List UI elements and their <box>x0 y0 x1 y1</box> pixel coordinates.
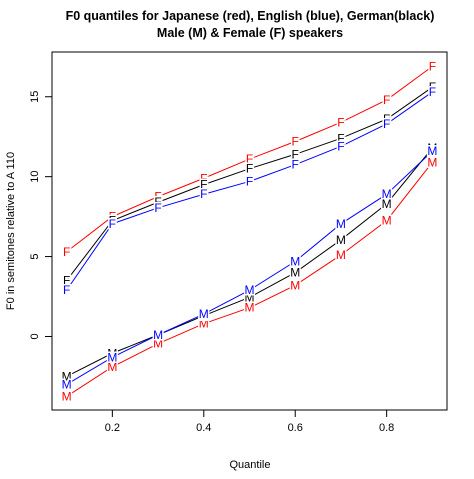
point-marker: F <box>292 158 299 172</box>
point-marker: F <box>337 115 344 129</box>
series-line <box>66 147 433 377</box>
point-marker: M <box>427 144 437 158</box>
point-marker: M <box>107 350 117 364</box>
point-marker: F <box>429 80 436 94</box>
point-marker: M <box>62 389 72 403</box>
point-marker: F <box>429 85 436 99</box>
point-marker: F <box>246 162 253 176</box>
y-tick-label: 10 <box>29 171 41 183</box>
point-marker: F <box>63 283 70 297</box>
point-marker: F <box>200 171 207 185</box>
point-marker: M <box>62 377 72 391</box>
y-tick-label: 5 <box>29 254 41 260</box>
point-marker: M <box>336 248 346 262</box>
point-marker: M <box>290 254 300 268</box>
series-line <box>66 86 433 281</box>
point-marker: F <box>109 210 116 224</box>
point-marker: M <box>336 233 346 247</box>
point-marker: M <box>336 217 346 231</box>
point-marker: M <box>245 290 255 304</box>
x-tick-label: 0.6 <box>288 422 303 434</box>
point-marker: F <box>154 195 161 209</box>
point-marker: M <box>382 187 392 201</box>
point-marker: F <box>292 135 299 149</box>
x-tick-label: 0.2 <box>105 422 120 434</box>
series-line <box>66 91 433 291</box>
point-marker: M <box>427 155 437 169</box>
series-line <box>66 65 433 253</box>
point-marker: M <box>107 346 117 360</box>
point-marker: M <box>290 266 300 280</box>
point-marker: M <box>245 301 255 315</box>
point-marker: M <box>290 278 300 292</box>
point-marker: F <box>200 178 207 192</box>
point-marker: F <box>246 152 253 166</box>
point-marker: F <box>200 187 207 201</box>
point-marker: F <box>63 274 70 288</box>
point-marker: F <box>337 131 344 145</box>
point-marker: F <box>109 214 116 228</box>
point-marker: F <box>429 59 436 73</box>
x-tick-label: 0.4 <box>196 422 211 434</box>
point-marker: F <box>246 174 253 188</box>
point-marker: M <box>62 369 72 383</box>
point-marker: M <box>107 360 117 374</box>
point-marker: M <box>382 197 392 211</box>
chart-title-line: F0 quantiles for Japanese (red), English… <box>66 9 435 23</box>
x-axis-label: Quantile <box>230 459 271 471</box>
y-tick-label: 15 <box>29 91 41 103</box>
x-tick-label: 0.8 <box>379 422 394 434</box>
point-marker: F <box>292 147 299 161</box>
point-marker: M <box>427 141 437 155</box>
point-marker: F <box>383 93 390 107</box>
y-axis-label: F0 in semitones relative to A 110 <box>5 152 17 310</box>
point-marker: M <box>245 283 255 297</box>
y-tick-label: 0 <box>29 333 41 339</box>
series-line <box>66 150 433 385</box>
point-marker: M <box>382 214 392 228</box>
point-marker: M <box>153 337 163 351</box>
point-marker: M <box>153 328 163 342</box>
point-marker: F <box>337 139 344 153</box>
point-marker: M <box>199 317 209 331</box>
chart-title-line: Male (M) & Female (F) speakers <box>157 26 343 40</box>
point-marker: F <box>383 117 390 131</box>
point-marker: F <box>63 245 70 259</box>
point-marker: F <box>109 217 116 231</box>
point-marker: F <box>154 201 161 215</box>
series-line <box>66 161 433 397</box>
point-marker: F <box>154 190 161 204</box>
plot-frame <box>51 51 448 411</box>
point-marker: M <box>199 307 209 321</box>
point-marker: M <box>199 309 209 323</box>
point-marker: F <box>383 112 390 126</box>
